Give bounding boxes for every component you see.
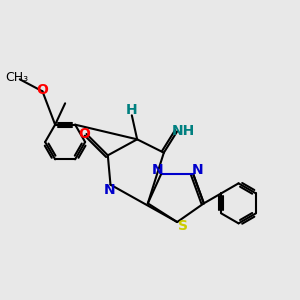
Text: N: N bbox=[103, 183, 115, 197]
Text: O: O bbox=[78, 127, 90, 141]
Text: NH: NH bbox=[172, 124, 196, 138]
Text: CH₃: CH₃ bbox=[5, 71, 29, 85]
Text: N: N bbox=[152, 163, 163, 177]
Text: O: O bbox=[37, 83, 48, 97]
Text: S: S bbox=[178, 219, 188, 233]
Text: N: N bbox=[191, 163, 203, 177]
Text: H: H bbox=[126, 103, 138, 117]
